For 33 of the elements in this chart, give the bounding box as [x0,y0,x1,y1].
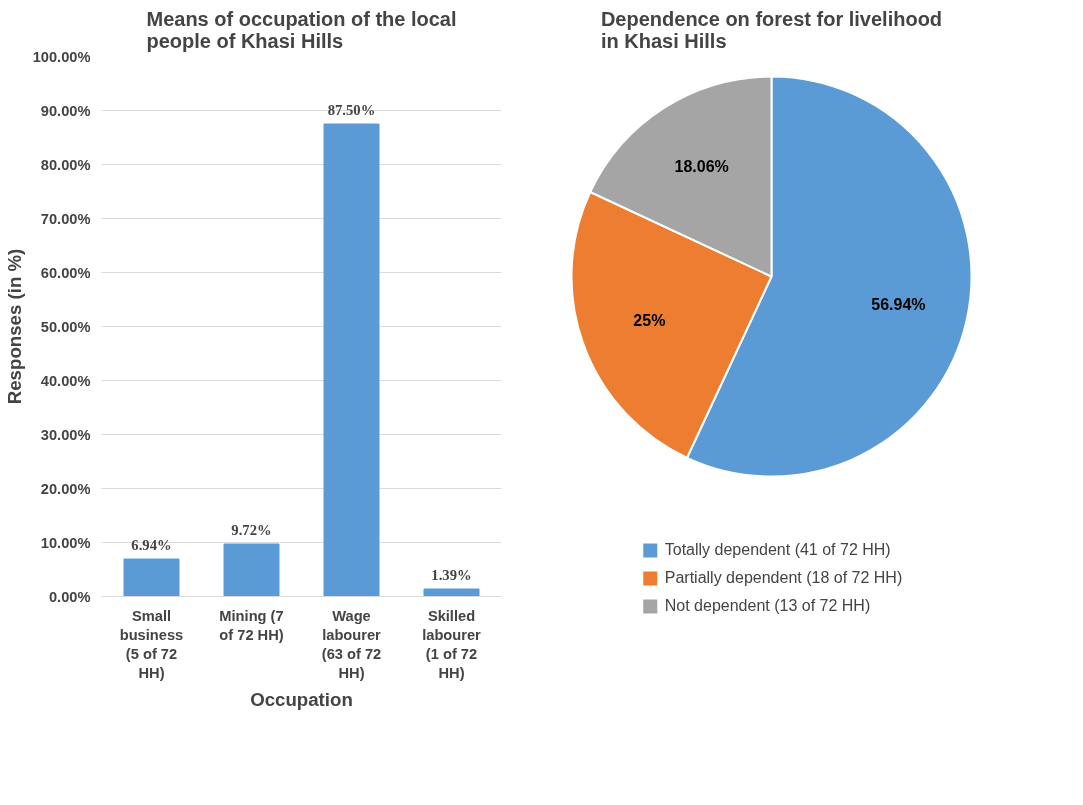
data-label: 56.94% [871,296,926,314]
y-tick-label: 80.00% [40,156,91,173]
y-tick-label: 50.00% [40,318,91,335]
y-tick-label: 100.00% [32,48,91,65]
bar [423,588,480,597]
y-tick-label: 70.00% [40,210,91,227]
x-tick-label: Mining (7 of 72 HH) [219,607,284,643]
y-tick-label: 60.00% [40,264,91,281]
data-label: 9.72% [231,522,272,539]
x-axis-title: Occupation [250,689,353,711]
data-label: 1.39% [431,566,472,583]
y-tick-label: 10.00% [40,534,91,551]
chart-title: Means of occupation of the local people of Khasi Hills [146,7,457,52]
y-tick-label: 90.00% [40,102,91,119]
y-tick-label: 0.00% [48,588,91,605]
x-tick-label: Skilled labourer (1 of 72 HH) [422,607,482,682]
y-tick-label: 30.00% [40,426,91,443]
data-label: 6.94% [131,537,172,554]
bar [223,543,280,597]
x-tick-label: Small business (5 of 72 HH) [119,607,184,682]
y-axis-title: Responses (in %) [3,248,25,405]
data-label: 87.50% [327,102,376,118]
chart-title: Dependence on forest for livelihood in Khasi Hills [600,7,943,52]
legend-label: Partially dependent (18 of 72 HH) [664,569,903,587]
legend-label: Not dependent (13 of 72 HH) [664,597,871,615]
y-tick-label: 40.00% [40,372,91,389]
legend-label: Totally dependent (41 of 72 HH) [664,541,891,559]
bar [323,123,380,597]
data-label: 18.06% [674,158,729,176]
x-tick-label: Wage labourer (63 of 72 HH) [321,607,382,682]
data-label: 25% [633,312,666,330]
bar [123,558,180,597]
y-tick-label: 20.00% [40,480,91,497]
